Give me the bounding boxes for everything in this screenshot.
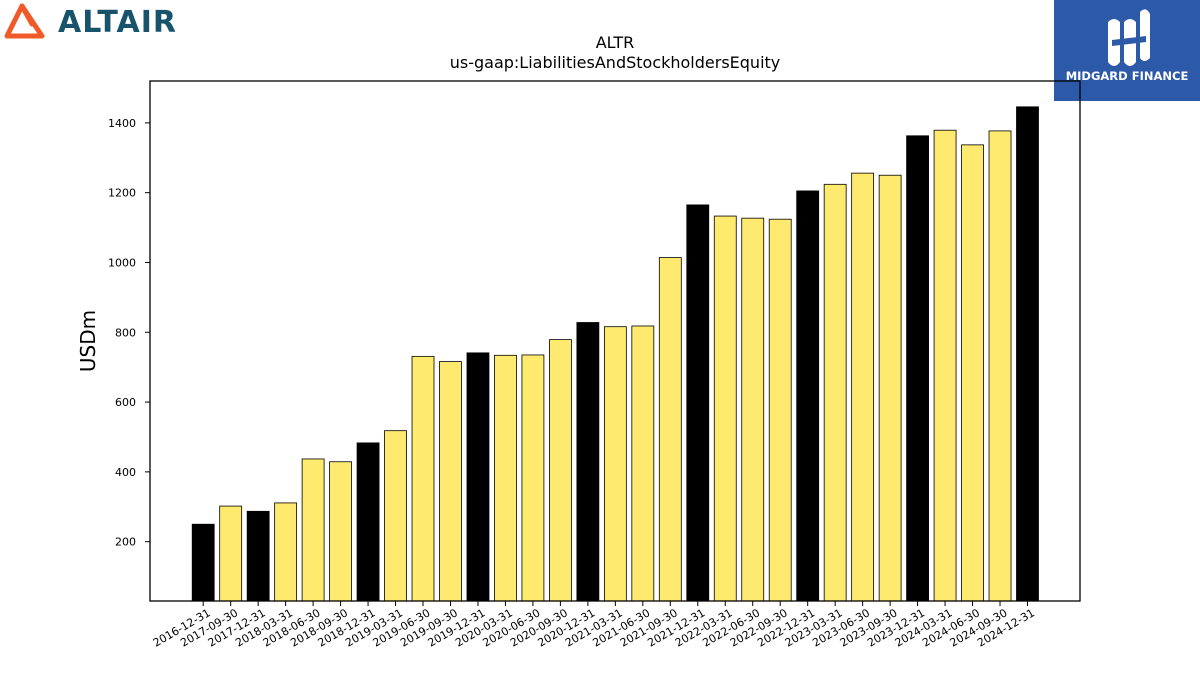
bars-group	[191, 106, 1039, 602]
bar-2023-09-30	[878, 174, 902, 602]
bar-2023-03-31	[823, 183, 847, 602]
bar-2018-09-30	[329, 461, 352, 602]
y-tick-label: 1400	[108, 117, 136, 130]
bar-2024-06-30	[961, 144, 984, 602]
x-axis: 2016-12-312017-09-302017-12-312018-03-31…	[151, 601, 1037, 650]
bar-2020-12-31	[576, 322, 600, 602]
midgard-logo: MIDGARD FINANCE	[1054, 0, 1200, 101]
bar-2024-03-31	[933, 129, 957, 602]
bar-2021-09-30	[658, 257, 682, 602]
altair-logo: ALTAIR	[4, 2, 194, 44]
bar-2018-03-31	[274, 502, 298, 602]
bar-2016-12-31	[191, 523, 215, 602]
bar-2022-09-30	[768, 218, 792, 602]
altair-logo-mark	[4, 3, 45, 39]
bar-2018-06-30	[301, 458, 325, 602]
y-axis-label: USDm	[76, 310, 100, 372]
bar-2018-12-31	[356, 442, 380, 602]
y-tick-label: 1000	[108, 256, 136, 269]
bar-2022-06-30	[741, 217, 765, 602]
bar-2021-12-31	[686, 204, 710, 602]
bar-2021-06-30	[631, 325, 655, 602]
bar-2024-12-31	[1016, 106, 1039, 602]
bar-2017-12-31	[246, 510, 270, 602]
midgard-wordmark: MIDGARD FINANCE	[1065, 69, 1189, 83]
plot-frame	[149, 80, 1081, 602]
y-tick-label: 200	[115, 536, 136, 549]
bar-2022-12-31	[796, 190, 820, 602]
y-tick-label: 1200	[108, 187, 136, 200]
bar-2022-03-31	[713, 215, 737, 602]
bar-2020-06-30	[521, 354, 545, 602]
y-axis: 200 400 600 800 1000 1200 1400	[108, 117, 150, 549]
bar-2019-06-30	[411, 355, 435, 602]
bar-2021-03-31	[603, 326, 627, 602]
altair-wordmark: ALTAIR	[58, 5, 177, 40]
bar-2019-09-30	[439, 361, 462, 602]
chart-title: ALTR	[595, 33, 635, 52]
bar-2024-09-30	[988, 130, 1012, 602]
bar-2023-12-31	[906, 135, 929, 602]
midgard-logo-mark	[1108, 9, 1150, 66]
bar-2020-09-30	[549, 339, 572, 602]
y-tick-label: 600	[115, 396, 136, 409]
y-tick-label: 800	[115, 326, 136, 339]
bar-2023-06-30	[851, 172, 875, 602]
bar-2017-09-30	[219, 505, 243, 602]
bar-2020-03-31	[494, 354, 517, 602]
y-tick-label: 400	[115, 466, 136, 479]
bar-2019-12-31	[466, 352, 490, 602]
chart-subtitle: us-gaap:LiabilitiesAndStockholdersEquity	[449, 53, 781, 72]
bar-2019-03-31	[384, 430, 407, 602]
